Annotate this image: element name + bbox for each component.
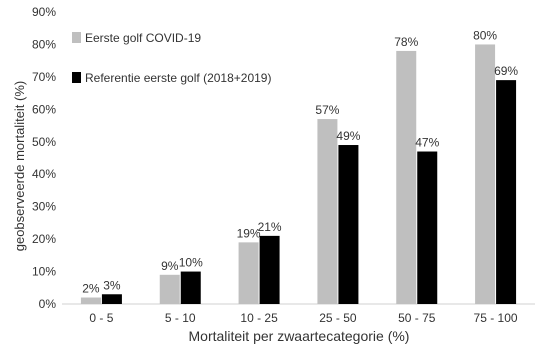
bar-data-label: 3%	[103, 278, 121, 292]
legend-label: Eerste golf COVID-19	[85, 31, 201, 45]
bar-data-label: 49%	[336, 129, 360, 143]
bar-data-label: 57%	[315, 103, 339, 117]
bar-data-label: 9%	[161, 259, 179, 273]
bar-data-label: 78%	[394, 35, 418, 49]
bar-data-label: 19%	[237, 226, 261, 240]
bar-data-label: 80%	[473, 28, 497, 42]
legend-swatch	[72, 72, 81, 83]
bar-eerste-golf	[317, 119, 338, 304]
bar-eerste-golf	[159, 274, 180, 304]
x-tick-label: 50 - 75	[398, 311, 436, 325]
bar-eerste-golf	[396, 50, 417, 304]
bar-eerste-golf	[238, 242, 259, 304]
bar-referentie	[417, 151, 438, 304]
y-tick-label: 90%	[32, 5, 56, 19]
bar-data-label: 47%	[415, 136, 439, 150]
bar-data-label: 10%	[179, 256, 203, 270]
x-axis-label: Mortaliteit per zwaartecategorie (%)	[189, 328, 410, 344]
x-axis: 0 - 5 5 - 10 10 - 25 25 - 50 50 - 75 75 - 100	[62, 303, 535, 325]
x-tick-label: 25 - 50	[319, 311, 357, 325]
x-tick-label: 75 - 100	[474, 311, 518, 325]
y-tick-label: 40%	[32, 167, 56, 181]
bar-referentie	[338, 145, 359, 304]
y-axis: 0% 10% 20% 30% 40% 50% 60% 70% 80% 90%	[32, 5, 56, 311]
x-tick-label: 0 - 5	[89, 311, 113, 325]
bars	[80, 44, 517, 304]
y-axis-label: geobserveerde mortaliteit (%)	[12, 81, 27, 252]
bar-labels: 2% 9% 19% 57% 78% 80% 3% 10% 21% 49% 47% 69%	[82, 28, 518, 295]
y-tick-label: 60%	[32, 102, 56, 116]
bar-data-label: 69%	[494, 64, 518, 78]
bar-referentie	[259, 235, 280, 304]
y-tick-label: 10%	[32, 265, 56, 279]
x-tick-label: 5 - 10	[165, 311, 196, 325]
bar-referentie	[180, 271, 201, 304]
bar-data-label: 21%	[258, 220, 282, 234]
y-tick-label: 30%	[32, 200, 56, 214]
y-tick-label: 50%	[32, 135, 56, 149]
y-tick-label: 0%	[39, 297, 57, 311]
y-tick-label: 20%	[32, 232, 56, 246]
y-tick-label: 80%	[32, 37, 56, 51]
legend-swatch	[72, 32, 81, 43]
bar-eerste-golf	[475, 44, 496, 304]
bar-referentie	[496, 80, 517, 304]
bar-referentie	[101, 294, 122, 304]
legend-label: Referentie eerste golf (2018+2019)	[85, 71, 271, 85]
y-tick-label: 70%	[32, 70, 56, 84]
bar-data-label: 2%	[82, 282, 100, 296]
legend: Eerste golf COVID-19 Referentie eerste go…	[72, 31, 271, 85]
bar-eerste-golf	[80, 297, 101, 304]
x-tick-label: 10 - 25	[240, 311, 278, 325]
